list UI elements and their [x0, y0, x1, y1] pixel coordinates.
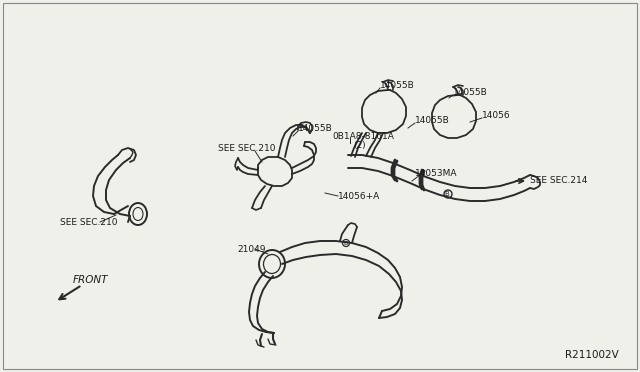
Text: 14056: 14056 — [482, 110, 511, 119]
Text: 21049: 21049 — [237, 244, 266, 253]
Text: SEE SEC.210: SEE SEC.210 — [60, 218, 118, 227]
Text: SEE SEC.210: SEE SEC.210 — [218, 144, 275, 153]
Text: R211002V: R211002V — [565, 350, 619, 360]
Text: 14055B: 14055B — [415, 115, 450, 125]
Text: 14053MA: 14053MA — [415, 169, 458, 177]
Text: 14055B: 14055B — [298, 124, 333, 132]
Text: SEE SEC.214: SEE SEC.214 — [530, 176, 588, 185]
Text: 0B1A8-8161A: 0B1A8-8161A — [332, 131, 394, 141]
Text: 14056+A: 14056+A — [338, 192, 380, 201]
Text: 14055B: 14055B — [380, 80, 415, 90]
Text: (2): (2) — [353, 141, 365, 150]
Text: FRONT: FRONT — [73, 275, 109, 285]
Text: 14055B: 14055B — [453, 87, 488, 96]
Text: B: B — [343, 241, 348, 246]
Text: B: B — [444, 191, 449, 197]
